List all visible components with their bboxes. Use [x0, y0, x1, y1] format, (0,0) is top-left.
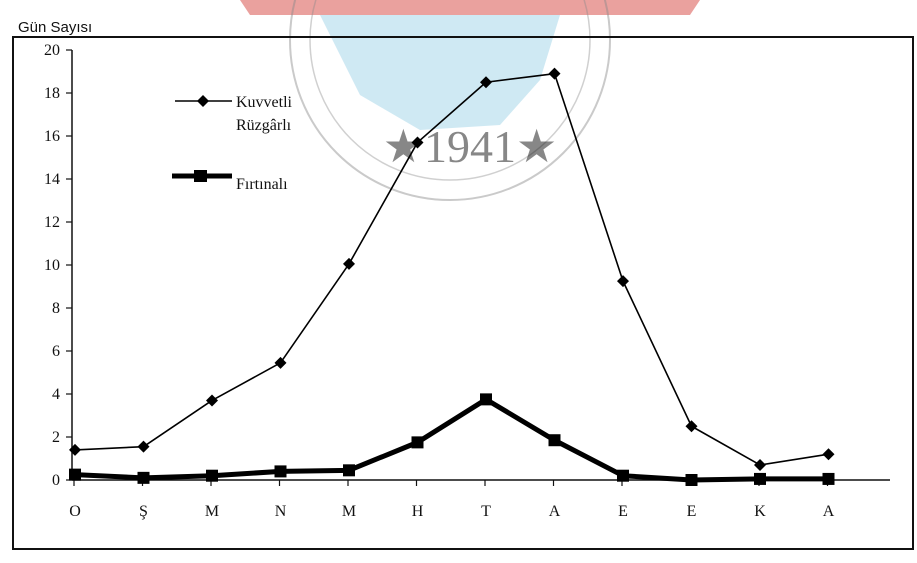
- data-point: [411, 136, 424, 149]
- legend-label-kuvvetli: Rüzgârlı: [236, 117, 292, 134]
- x-tick-label: M: [342, 503, 356, 520]
- x-tick-label: N: [275, 503, 287, 520]
- series-layer: [69, 67, 835, 486]
- chart-border: [12, 36, 914, 550]
- watermark-outer-ring: [289, 0, 611, 201]
- x-tick-label: A: [823, 503, 835, 520]
- x-tick-label: O: [69, 503, 81, 520]
- legend-marker-square: [194, 170, 207, 182]
- y-tick-label: 12: [44, 214, 60, 231]
- data-point: [343, 464, 355, 477]
- data-point: [685, 474, 698, 486]
- y-ticks: 0 2 4 6 8 10 12 14 16 18 20: [44, 42, 72, 489]
- y-tick-label: 10: [44, 257, 60, 274]
- watermark-blue-area: [320, 15, 560, 130]
- data-point: [274, 465, 287, 478]
- series-line: [74, 72, 829, 466]
- series-1: [69, 67, 835, 471]
- x-tick-label: M: [205, 503, 219, 520]
- y-tick-label: 20: [44, 42, 60, 59]
- legend: Kuvvetli Rüzgârlı Fırtınalı: [172, 94, 293, 193]
- legend-label-kuvvetli: Kuvvetli: [236, 94, 293, 111]
- data-point: [822, 472, 835, 485]
- data-point: [617, 275, 629, 288]
- data-point: [754, 472, 766, 485]
- data-point: [69, 468, 81, 481]
- data-point: [685, 420, 698, 433]
- x-tick-label: E: [687, 503, 697, 520]
- x-tick-label: A: [549, 503, 561, 520]
- y-tick-label: 18: [44, 85, 60, 102]
- x-tick-label: Ş: [139, 503, 148, 520]
- data-point: [480, 393, 492, 406]
- data-point: [137, 471, 150, 484]
- series-line: [74, 396, 829, 483]
- data-point: [480, 76, 492, 89]
- data-point: [206, 394, 218, 407]
- y-tick-label: 16: [44, 128, 60, 145]
- y-tick-label: 0: [52, 472, 60, 489]
- legend-label-firtinali: Fırtınalı: [236, 176, 288, 193]
- x-tick-label: E: [618, 503, 628, 520]
- data-point: [548, 434, 561, 447]
- watermark-seal: ★1941★: [240, 0, 700, 201]
- y-tick-label: 6: [52, 343, 60, 360]
- x-tick-label: T: [481, 503, 491, 520]
- data-point: [548, 67, 561, 80]
- data-point: [411, 436, 424, 449]
- y-tick-label: 2: [52, 429, 60, 446]
- y-tick-label: 4: [52, 386, 60, 403]
- y-tick-label: 8: [52, 300, 60, 317]
- data-point: [617, 469, 629, 482]
- x-tick-label: H: [412, 503, 424, 520]
- data-point: [343, 257, 355, 270]
- legend-marker-diamond: [197, 95, 209, 107]
- data-point: [274, 356, 287, 369]
- data-point: [206, 469, 218, 482]
- watermark-inner-ring: [309, 0, 591, 181]
- y-tick-label: 14: [44, 171, 60, 188]
- watermark-text: ★1941★: [383, 121, 557, 172]
- series-2: [69, 393, 835, 486]
- data-point: [137, 440, 150, 453]
- x-tick-label: K: [754, 503, 766, 520]
- data-point: [754, 458, 766, 471]
- data-point: [822, 448, 835, 461]
- watermark-red-band: [240, 0, 700, 15]
- data-point: [69, 443, 81, 456]
- y-axis-label: Gün Sayısı: [18, 19, 92, 36]
